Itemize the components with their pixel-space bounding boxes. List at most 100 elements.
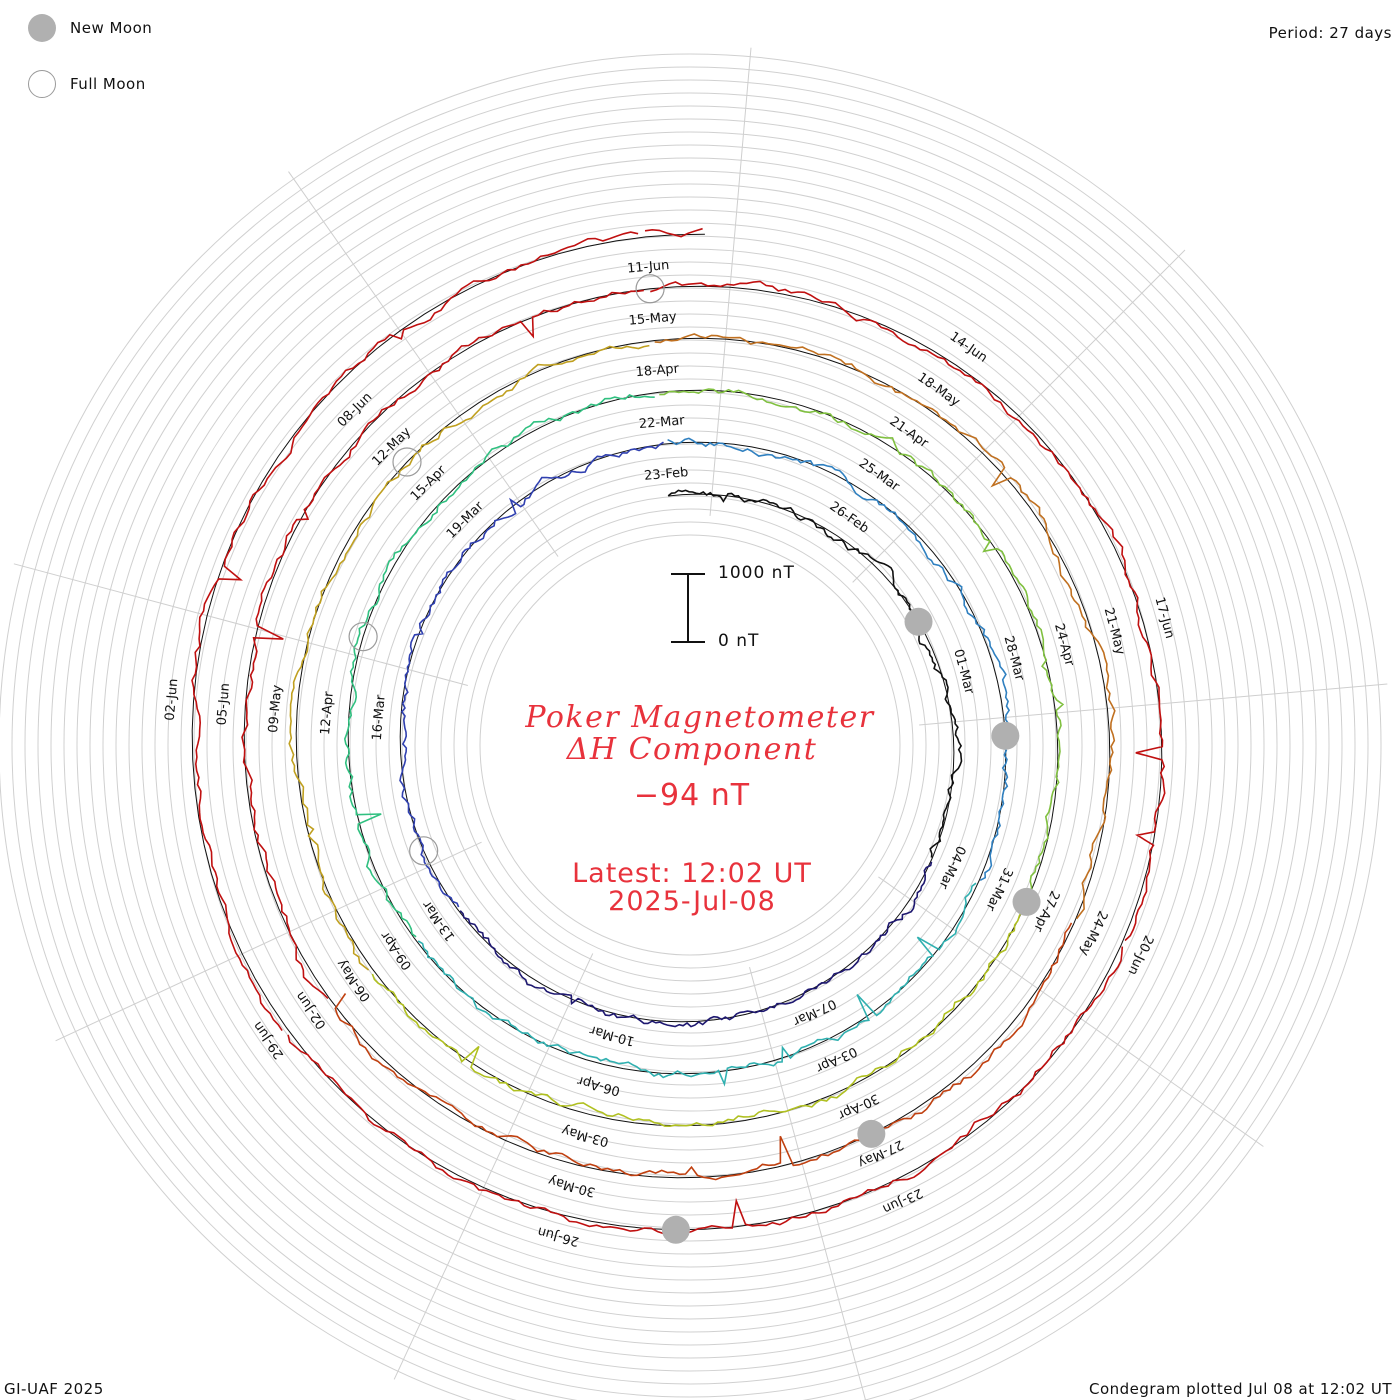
series-line — [644, 227, 703, 238]
series-line — [334, 922, 1073, 1181]
series-line — [650, 280, 1166, 942]
date-label: 24-Apr — [1051, 622, 1077, 668]
date-label: 23-Jun — [880, 1185, 925, 1216]
grid-ring — [102, 157, 1278, 1333]
series-line — [459, 861, 933, 1028]
new-moon-marker — [1012, 887, 1041, 916]
date-label: 03-Apr — [813, 1043, 859, 1075]
series-line — [288, 344, 650, 971]
date-label: 11-Jun — [626, 258, 669, 277]
series-line — [343, 393, 655, 938]
series-line — [659, 388, 1065, 898]
series-lines — [191, 227, 1166, 1236]
grid-ring — [37, 92, 1343, 1398]
grid-ring — [479, 534, 901, 956]
grid-ring — [0, 53, 1382, 1400]
date-label: 12-Apr — [318, 690, 337, 735]
series-line — [667, 489, 963, 858]
date-label: 22-Mar — [638, 413, 686, 432]
grid-ring — [245, 300, 1135, 1190]
grid-ring — [89, 144, 1291, 1346]
grid-ring — [349, 404, 1031, 1086]
grid-ring — [128, 183, 1252, 1307]
latest-date: 2025-Jul-08 — [608, 886, 776, 917]
grid-spokes — [13, 47, 1388, 1400]
credit-label: GI-UAF 2025 — [4, 1380, 104, 1398]
date-label: 17-Jun — [1152, 596, 1177, 641]
date-label: 30-Apr — [835, 1090, 881, 1122]
grid-ring — [180, 235, 1200, 1255]
full-moon-marker — [409, 836, 439, 866]
grid-ring — [427, 482, 953, 1008]
grid-ring — [167, 222, 1213, 1268]
date-label: 15-Apr — [408, 462, 450, 504]
grid-ring — [24, 79, 1356, 1400]
grid-spoke — [393, 953, 594, 1380]
plotted-label: Condegram plotted Jul 08 at 12:02 UT — [1088, 1380, 1392, 1398]
scale-bar — [671, 573, 705, 643]
date-label: 07-Mar — [790, 996, 838, 1029]
grid-spoke — [878, 876, 1264, 1147]
grid-ring — [284, 339, 1096, 1151]
date-label: 02-Jun — [163, 678, 182, 721]
grid-ring — [388, 443, 992, 1047]
date-label: 09-May — [266, 684, 285, 734]
series-line — [654, 333, 1116, 920]
grid-ring — [154, 209, 1226, 1281]
grid-ring — [310, 365, 1070, 1125]
grid-ring — [141, 196, 1239, 1294]
date-label: 23-Feb — [644, 465, 689, 484]
scale-top-label: 1000 nT — [718, 563, 795, 583]
grid-ring — [50, 105, 1330, 1385]
latest-time: Latest: 12:02 UT — [572, 858, 812, 889]
date-label: 05-Jun — [214, 682, 233, 725]
legend-full-moon: Full Moon — [28, 70, 146, 98]
grid-ring — [466, 521, 914, 969]
grid-ring — [271, 326, 1109, 1164]
scale-bottom-label: 0 nT — [718, 631, 760, 651]
date-label: 21-May — [1101, 606, 1128, 657]
date-label: 16-Mar — [370, 694, 389, 742]
grid-spoke — [55, 841, 482, 1042]
chart-title: Poker Magnetometer — [525, 700, 875, 735]
date-label: 29-Jun — [251, 1018, 288, 1061]
grid-spoke — [749, 967, 867, 1400]
series-line — [417, 882, 977, 1087]
legend-new-moon: New Moon — [28, 14, 152, 42]
legend-full-moon-label: Full Moon — [70, 75, 146, 93]
series-line — [287, 946, 1124, 1236]
grid-ring — [440, 495, 940, 995]
grid-ring — [258, 313, 1122, 1177]
grid-spoke — [288, 171, 559, 557]
new-moon-icon — [28, 14, 56, 42]
grid-ring — [206, 261, 1174, 1229]
grid-spoke — [709, 47, 752, 516]
current-value: −94 nT — [633, 778, 751, 813]
grid-ring — [362, 417, 1018, 1073]
grid-spoke — [919, 683, 1388, 726]
grid-ring — [414, 469, 966, 1021]
series-line — [191, 231, 639, 1032]
new-moon-marker — [991, 721, 1020, 750]
grid-ring — [401, 456, 979, 1034]
date-label: 15-May — [628, 310, 678, 329]
date-label: 09-Apr — [378, 928, 416, 973]
legend-new-moon-label: New Moon — [70, 19, 153, 37]
grid-ring — [11, 66, 1369, 1400]
date-label: 20-Jun — [1125, 933, 1156, 978]
grid-ring — [323, 378, 1057, 1112]
grid-ring — [232, 287, 1148, 1203]
full-moon-icon — [28, 70, 56, 98]
grid-ring — [219, 274, 1161, 1216]
grid-ring — [193, 248, 1187, 1242]
moon-markers — [348, 274, 1041, 1244]
chart-subtitle: ΔH Component — [566, 732, 818, 767]
full-moon-marker — [348, 622, 378, 652]
full-moon-marker — [392, 447, 422, 477]
series-line — [371, 900, 1026, 1128]
full-moon-marker — [635, 274, 665, 304]
grid-spoke — [13, 563, 468, 686]
grid-ring — [453, 508, 927, 982]
period-label: Period: 27 days — [1268, 24, 1392, 42]
